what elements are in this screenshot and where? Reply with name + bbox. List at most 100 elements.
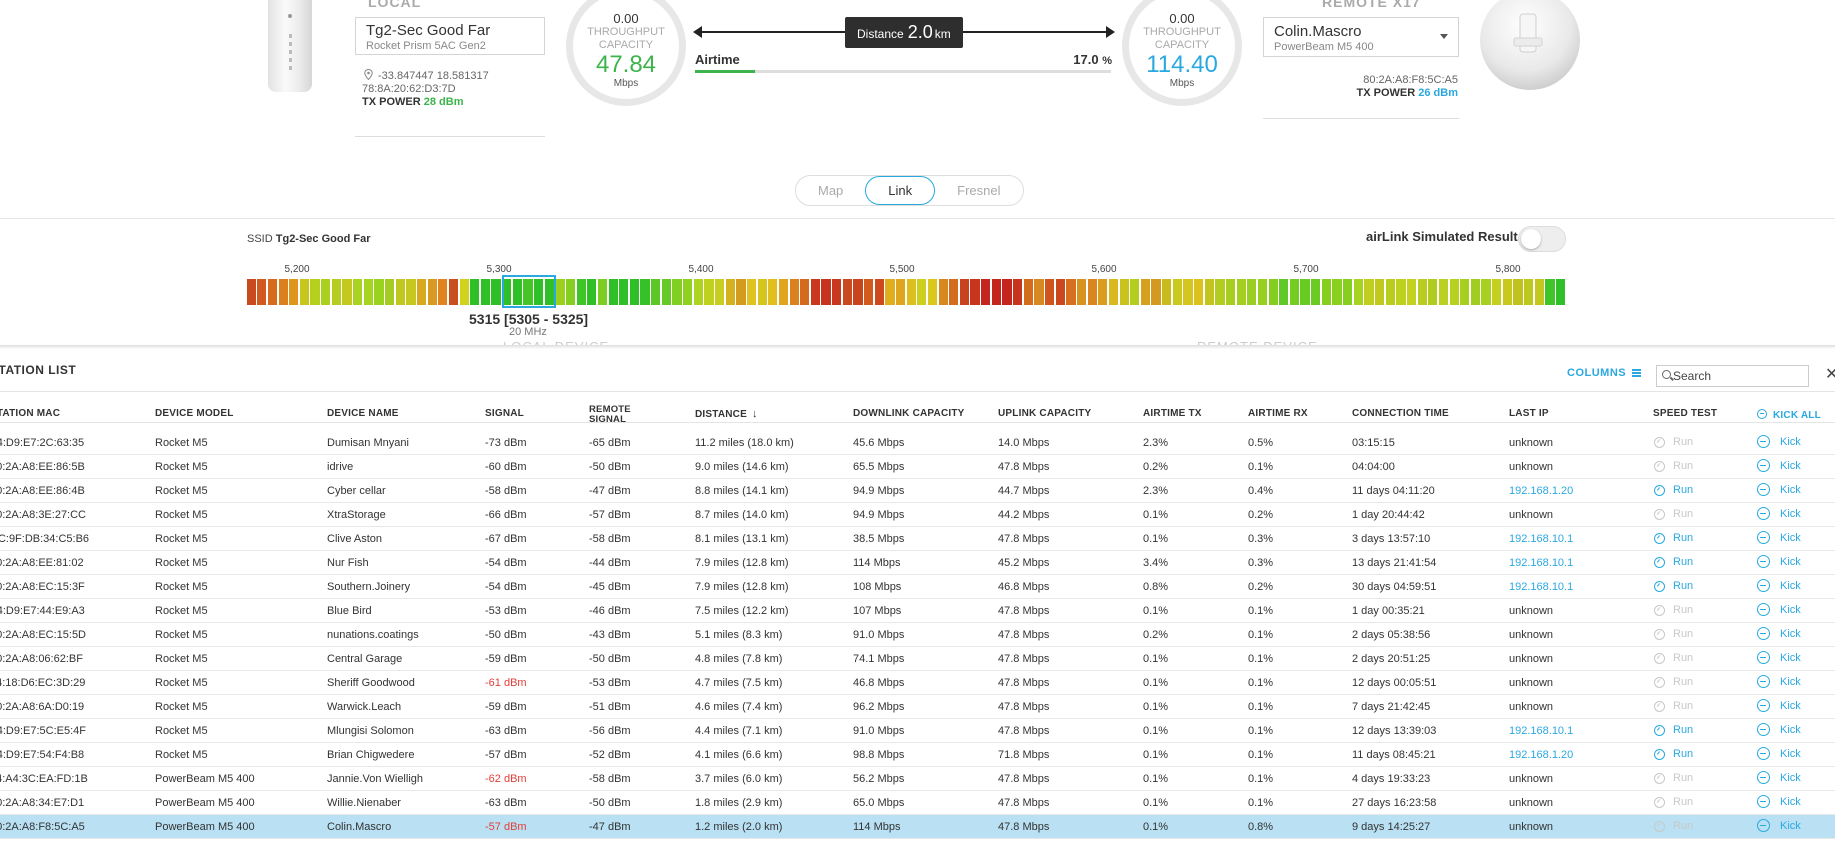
channel-bar[interactable] — [885, 279, 895, 305]
channel-bar[interactable] — [800, 279, 810, 305]
col-last-ip[interactable]: LAST IP — [1509, 408, 1549, 419]
kick-button[interactable]: Kick — [1757, 819, 1801, 832]
channel-bar[interactable] — [1396, 279, 1406, 305]
channel-bar[interactable] — [1460, 279, 1470, 305]
channel-bar[interactable] — [1417, 279, 1427, 305]
channel-bar[interactable] — [565, 279, 576, 305]
channel-bar[interactable] — [736, 279, 746, 305]
channel-bar[interactable] — [299, 279, 310, 305]
kick-all-button[interactable]: KICK ALL — [1757, 408, 1821, 421]
channel-bar[interactable] — [1502, 279, 1512, 305]
channel-bar[interactable] — [1481, 279, 1491, 305]
run-speed-test-button[interactable]: Run — [1654, 604, 1693, 616]
table-row[interactable]: 80:2A:A8:3E:27:CC Rocket M5 XtraStorage -66… — [0, 503, 1835, 527]
channel-bar[interactable] — [459, 279, 469, 305]
table-row[interactable]: 80:2A:A8:EE:86:5B Rocket M5 idrive -60 dBm -… — [0, 455, 1835, 479]
channel-bar[interactable] — [672, 279, 682, 305]
col-remote-signal[interactable]: REMOTE SIGNAL — [589, 404, 631, 425]
kick-button[interactable]: Kick — [1757, 747, 1801, 760]
channel-bar[interactable] — [1343, 279, 1353, 305]
channel-bar[interactable] — [959, 279, 970, 305]
channel-bar[interactable] — [267, 279, 278, 305]
channel-bar[interactable] — [416, 279, 427, 305]
channel-bar[interactable] — [714, 279, 725, 305]
close-icon[interactable]: ✕ — [1825, 366, 1835, 383]
channel-bar[interactable] — [353, 279, 363, 305]
kick-button[interactable]: Kick — [1757, 795, 1801, 808]
channel-bar[interactable] — [1140, 279, 1151, 305]
channel-bar[interactable] — [651, 279, 661, 305]
channel-bar[interactable] — [1555, 279, 1566, 305]
kick-button[interactable]: Kick — [1757, 435, 1801, 448]
run-speed-test-button[interactable]: Run — [1654, 580, 1693, 592]
kick-button[interactable]: Kick — [1757, 699, 1801, 712]
channel-bar[interactable] — [1066, 279, 1076, 305]
run-speed-test-button[interactable]: Run — [1654, 796, 1693, 808]
channel-bar[interactable] — [597, 279, 608, 305]
channel-bar[interactable] — [1257, 279, 1268, 305]
table-row[interactable]: 80:2A:A8:EE:81:02 Rocket M5 Nur Fish -54 dB… — [0, 551, 1835, 575]
channel-bar[interactable] — [1524, 279, 1534, 305]
col-station-mac[interactable]: STATION MAC — [0, 408, 61, 419]
run-speed-test-button[interactable]: Run — [1654, 724, 1693, 736]
run-speed-test-button[interactable]: Run — [1654, 508, 1693, 520]
run-speed-test-button[interactable]: Run — [1654, 532, 1693, 544]
kick-button[interactable]: Kick — [1757, 771, 1801, 784]
kick-button[interactable]: Kick — [1757, 627, 1801, 640]
channel-bar[interactable] — [523, 279, 533, 305]
channel-bar[interactable] — [1087, 279, 1097, 305]
table-row[interactable]: F4:D9:E7:5C:E5:4F Rocket M5 Mlungisi Solom… — [0, 719, 1835, 743]
col-connection-time[interactable]: CONNECTION TIME — [1352, 408, 1449, 419]
channel-bar[interactable] — [683, 279, 693, 305]
channel-bar[interactable] — [363, 279, 373, 305]
run-speed-test-button[interactable]: Run — [1654, 820, 1693, 832]
channel-bar[interactable] — [981, 279, 991, 305]
channel-bar[interactable] — [1353, 279, 1363, 305]
channel-bar[interactable] — [1119, 279, 1129, 305]
run-speed-test-button[interactable]: Run — [1654, 436, 1693, 448]
kick-button[interactable]: Kick — [1757, 531, 1801, 544]
channel-bar[interactable] — [1289, 279, 1300, 305]
channel-bar[interactable] — [746, 279, 757, 305]
channel-bar[interactable] — [1215, 279, 1225, 305]
channel-bar[interactable] — [949, 279, 959, 305]
table-row[interactable]: 44:A4:3C:EA:FD:1B PowerBeam M5 400 Jannie.… — [0, 767, 1835, 791]
channel-bar[interactable] — [1172, 279, 1182, 305]
channel-bar[interactable] — [938, 279, 948, 305]
kick-button[interactable]: Kick — [1757, 459, 1801, 472]
tab-map[interactable]: Map — [796, 176, 865, 205]
channel-bar[interactable] — [991, 279, 1001, 305]
table-row[interactable]: DC:9F:DB:34:C5:B6 Rocket M5 Clive Aston -67… — [0, 527, 1835, 551]
channel-bar[interactable] — [1438, 279, 1449, 305]
channel-bar[interactable] — [1194, 279, 1204, 305]
table-row[interactable]: 80:2A:A8:EC:15:5D Rocket M5 nunations.coat… — [0, 623, 1835, 647]
table-row[interactable]: 80:2A:A8:06:62:BF Rocket M5 Central Garage… — [0, 647, 1835, 671]
channel-bar[interactable] — [1470, 279, 1481, 305]
channel-bar[interactable] — [704, 279, 714, 305]
run-speed-test-button[interactable]: Run — [1654, 676, 1693, 688]
run-speed-test-button[interactable]: Run — [1654, 700, 1693, 712]
selected-channel-box[interactable] — [502, 275, 556, 308]
channel-bar[interactable] — [778, 279, 789, 305]
col-airtime-tx[interactable]: AIRTIME TX — [1143, 408, 1202, 419]
channel-bar[interactable] — [384, 279, 395, 305]
tab-fresnel[interactable]: Fresnel — [935, 176, 1022, 205]
channel-bar[interactable] — [1492, 279, 1502, 305]
col-uplink-capacity[interactable]: UPLINK CAPACITY — [998, 408, 1092, 419]
channel-bar[interactable] — [757, 279, 767, 305]
channel-bar[interactable] — [576, 279, 586, 305]
kick-button[interactable]: Kick — [1757, 723, 1801, 736]
channel-bar[interactable] — [821, 279, 831, 305]
channel-bar[interactable] — [619, 279, 629, 305]
channel-bar[interactable] — [342, 279, 352, 305]
channel-bar[interactable] — [1183, 279, 1193, 305]
tab-link[interactable]: Link — [865, 176, 936, 205]
channel-bar[interactable] — [448, 279, 459, 305]
table-row[interactable]: F4:D9:E7:44:E9:A3 Rocket M5 Blue Bird -53 d… — [0, 599, 1835, 623]
channel-bar[interactable] — [1162, 279, 1172, 305]
col-signal[interactable]: SIGNAL — [485, 408, 524, 419]
search-box[interactable] — [1656, 365, 1809, 387]
kick-button[interactable]: Kick — [1757, 603, 1801, 616]
channel-bar[interactable] — [1332, 279, 1342, 305]
table-row[interactable]: F4:D9:E7:54:F4:B8 Rocket M5 Brian Chigwede… — [0, 743, 1835, 767]
